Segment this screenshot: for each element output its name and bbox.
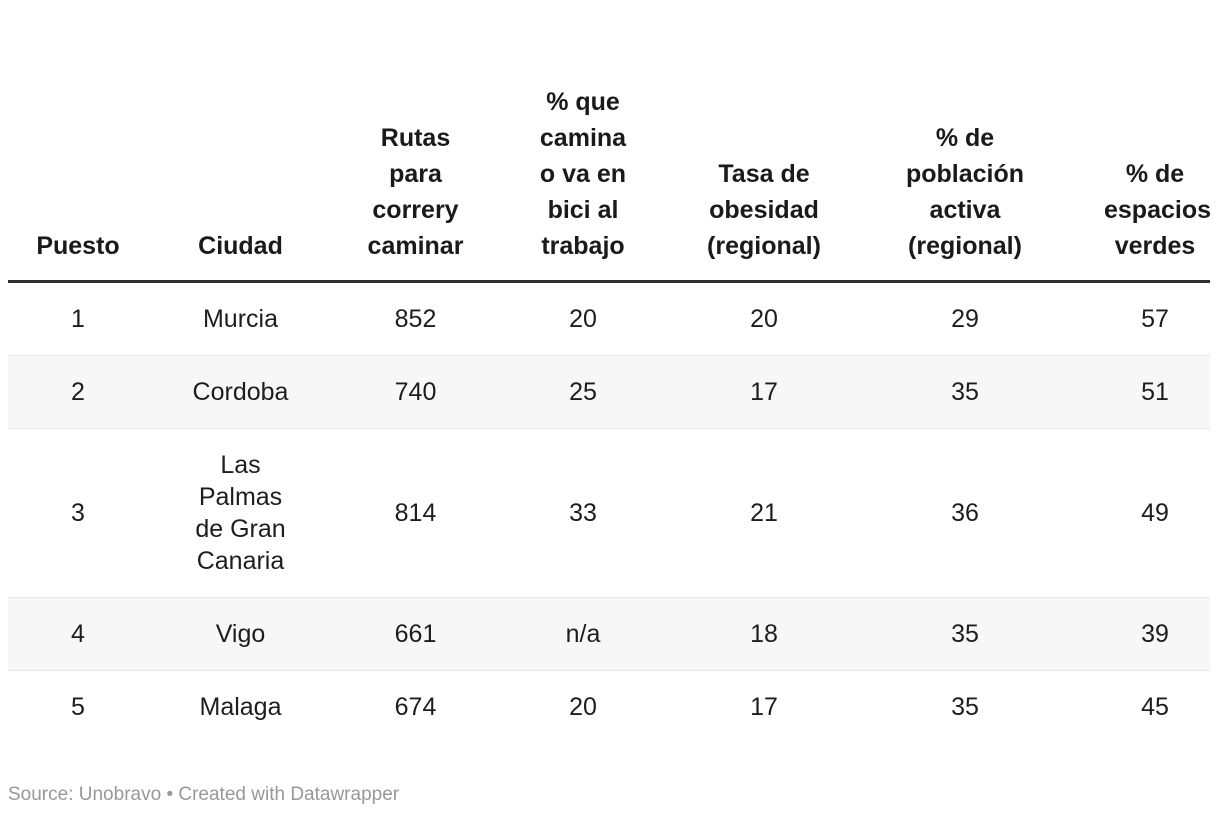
cell-camina-bici: 25 (498, 355, 668, 429)
cell-espacios-verdes: 49 (1070, 428, 1210, 598)
cell-rutas: 852 (394, 305, 437, 333)
cell-puesto: 4 (8, 597, 148, 671)
column-header-poblacion-activa: % de población activa (regional) (860, 84, 1070, 283)
cell-rutas: 740 (333, 355, 498, 429)
cell-obesidad: 17 (668, 355, 860, 429)
cell-espacios-verdes: 45 (1070, 670, 1210, 743)
table-row: 4 Vigo 661 n/a 18 35 39 (8, 597, 1210, 671)
column-header-ciudad: Ciudad (148, 84, 333, 283)
city-ranking-table: Puesto Ciudad Rutas para correry caminar… (8, 84, 1211, 743)
table-row: 3 Las Palmas de Gran Canaria 814 33 21 3… (8, 428, 1210, 598)
cell-espacios-verdes: 39 (1070, 597, 1210, 671)
cell-puesto: 5 (8, 670, 148, 743)
header-row: Puesto Ciudad Rutas para correry caminar… (8, 84, 1211, 283)
cell-puesto: 2 (8, 355, 148, 429)
cell-espacios-verdes: 57 (1141, 305, 1169, 333)
cell-camina-bici: 20 (569, 305, 597, 333)
cell-poblacion-activa: 35 (860, 355, 1070, 429)
column-header-puesto: Puesto (8, 84, 148, 283)
cell-poblacion-activa: 29 (951, 305, 979, 333)
source-link[interactable]: Unobravo (78, 784, 162, 805)
cell-espacios-verdes: 51 (1070, 355, 1210, 429)
footer-separator: • (166, 784, 174, 805)
cell-puesto: 1 (71, 305, 85, 333)
cell-puesto: 3 (8, 428, 148, 598)
cell-rutas: 814 (333, 428, 498, 598)
cell-rutas: 661 (333, 597, 498, 671)
column-header-espacios-verdes: % de espacios verdes (1070, 84, 1211, 283)
cell-poblacion-activa: 36 (860, 428, 1070, 598)
footer: Source: Unobravo • Created with Datawrap… (8, 783, 1220, 807)
datawrapper-attribution-link[interactable]: Created with Datawrapper (178, 784, 400, 805)
cell-rutas: 674 (333, 670, 498, 743)
table-row: 2 Cordoba 740 25 17 35 51 (8, 355, 1210, 429)
cell-ciudad: Murcia (202, 305, 278, 333)
cell-poblacion-activa: 35 (860, 597, 1070, 671)
column-header-obesidad: Tasa de obesidad (regional) (668, 84, 860, 283)
cell-obesidad: 17 (668, 670, 860, 743)
cell-ciudad: Las Palmas de Gran Canaria (148, 428, 333, 598)
cell-ciudad: Vigo (148, 597, 333, 671)
cell-poblacion-activa: 35 (860, 670, 1070, 743)
cell-obesidad: 21 (668, 428, 860, 598)
cell-camina-bici: n/a (498, 597, 668, 671)
table-row: 5 Malaga 674 20 17 35 45 (8, 670, 1210, 743)
cell-obesidad: 20 (750, 305, 778, 333)
column-header-camina-bici: % que camina o va en bici al trabajo (498, 84, 668, 283)
cell-camina-bici: 33 (498, 428, 668, 598)
table-row: 1 Murcia 852 20 20 29 57 (8, 282, 1210, 356)
cell-camina-bici: 20 (498, 670, 668, 743)
source-label: Source: (8, 784, 74, 805)
cell-ciudad: Cordoba (148, 355, 333, 429)
cell-ciudad: Malaga (148, 670, 333, 743)
column-header-rutas: Rutas para correry caminar (333, 84, 498, 283)
cell-obesidad: 18 (668, 597, 860, 671)
table-viewport: Puesto Ciudad Rutas para correry caminar… (8, 84, 1211, 743)
